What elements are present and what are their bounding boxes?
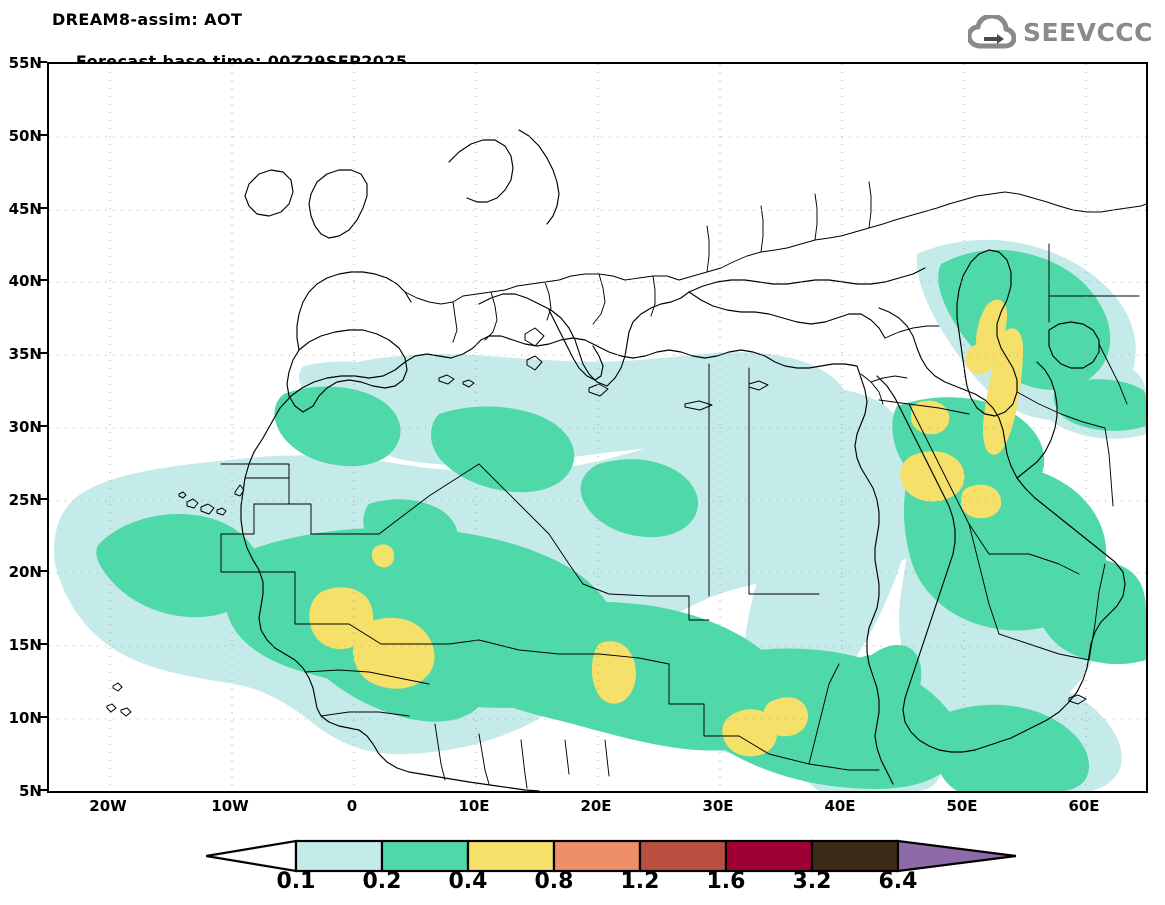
x-tick-30E: 30E xyxy=(702,797,734,815)
seevccc-logo: SEEVCCC xyxy=(967,14,1153,50)
y-tick-55N: 55N xyxy=(8,54,42,72)
y-tick-20N: 20N xyxy=(8,563,42,581)
colorbar-swatches xyxy=(206,839,1016,873)
y-tick-25N: 25N xyxy=(8,491,42,509)
x-tick-20E: 20E xyxy=(580,797,612,815)
map-coastlines xyxy=(106,129,1146,791)
y-tick-45N: 45N xyxy=(8,200,42,218)
colorbar-tick-6p4: 6.4 xyxy=(878,869,918,894)
x-tick-20W: 20W xyxy=(89,797,127,815)
y-tick-40N: 40N xyxy=(8,272,42,290)
colorbar: 0.1 0.2 0.4 0.8 1.2 1.6 3.2 6.4 xyxy=(0,833,1165,905)
aot-band-0p2 xyxy=(96,249,1146,791)
colorbar-segment-under xyxy=(206,839,298,873)
x-tick-40E: 40E xyxy=(824,797,856,815)
colorbar-segment-0p8 xyxy=(552,839,642,873)
chart-header: DREAM8-assim: AOT Forecast base time: 00… xyxy=(0,0,1165,109)
y-tick-50N: 50N xyxy=(8,127,42,145)
x-tick-0: 0 xyxy=(346,797,358,815)
colorbar-segment-0p2 xyxy=(380,839,470,873)
y-tick-30N: 30N xyxy=(8,418,42,436)
colorbar-segment-0p4 xyxy=(466,839,556,873)
logo-text: SEEVCCC xyxy=(1022,17,1153,47)
colorbar-segment-1p2 xyxy=(638,839,728,873)
y-axis-tick xyxy=(40,61,47,63)
y-axis-tick xyxy=(40,498,47,500)
x-tick-50E: 50E xyxy=(946,797,978,815)
y-axis-tick xyxy=(40,279,47,281)
colorbar-segment-over xyxy=(896,839,1016,873)
y-tick-35N: 35N xyxy=(8,345,42,363)
cloud-icon xyxy=(967,15,1016,49)
y-axis-tick xyxy=(40,134,47,136)
colorbar-tick-1p2: 1.2 xyxy=(620,869,660,894)
colorbar-tick-0p1: 0.1 xyxy=(276,869,316,894)
colorbar-segment-1p6 xyxy=(724,839,814,873)
aot-map-plot xyxy=(47,62,1148,793)
y-axis-tick xyxy=(40,207,47,209)
y-tick-10N: 10N xyxy=(8,709,42,727)
colorbar-segment-3p2 xyxy=(810,839,900,873)
y-tick-5N: 5N xyxy=(19,782,42,800)
y-tick-15N: 15N xyxy=(8,636,42,654)
y-axis-tick xyxy=(40,425,47,427)
colorbar-tick-3p2: 3.2 xyxy=(792,869,832,894)
y-axis-tick xyxy=(40,789,47,791)
x-tick-10E: 10E xyxy=(458,797,490,815)
colorbar-tick-0p8: 0.8 xyxy=(534,869,574,894)
colorbar-tick-0p2: 0.2 xyxy=(362,869,402,894)
x-tick-10W: 10W xyxy=(211,797,249,815)
colorbar-segment-0p1 xyxy=(294,839,384,873)
colorbar-tick-1p6: 1.6 xyxy=(706,869,746,894)
colorbar-tick-0p4: 0.4 xyxy=(448,869,488,894)
x-tick-60E: 60E xyxy=(1068,797,1100,815)
y-axis-tick xyxy=(40,716,47,718)
page-title: DREAM8-assim: AOT xyxy=(52,10,243,29)
y-axis-tick xyxy=(40,352,47,354)
y-axis-tick xyxy=(40,570,47,572)
map-canvas xyxy=(49,64,1146,791)
y-axis-tick xyxy=(40,643,47,645)
